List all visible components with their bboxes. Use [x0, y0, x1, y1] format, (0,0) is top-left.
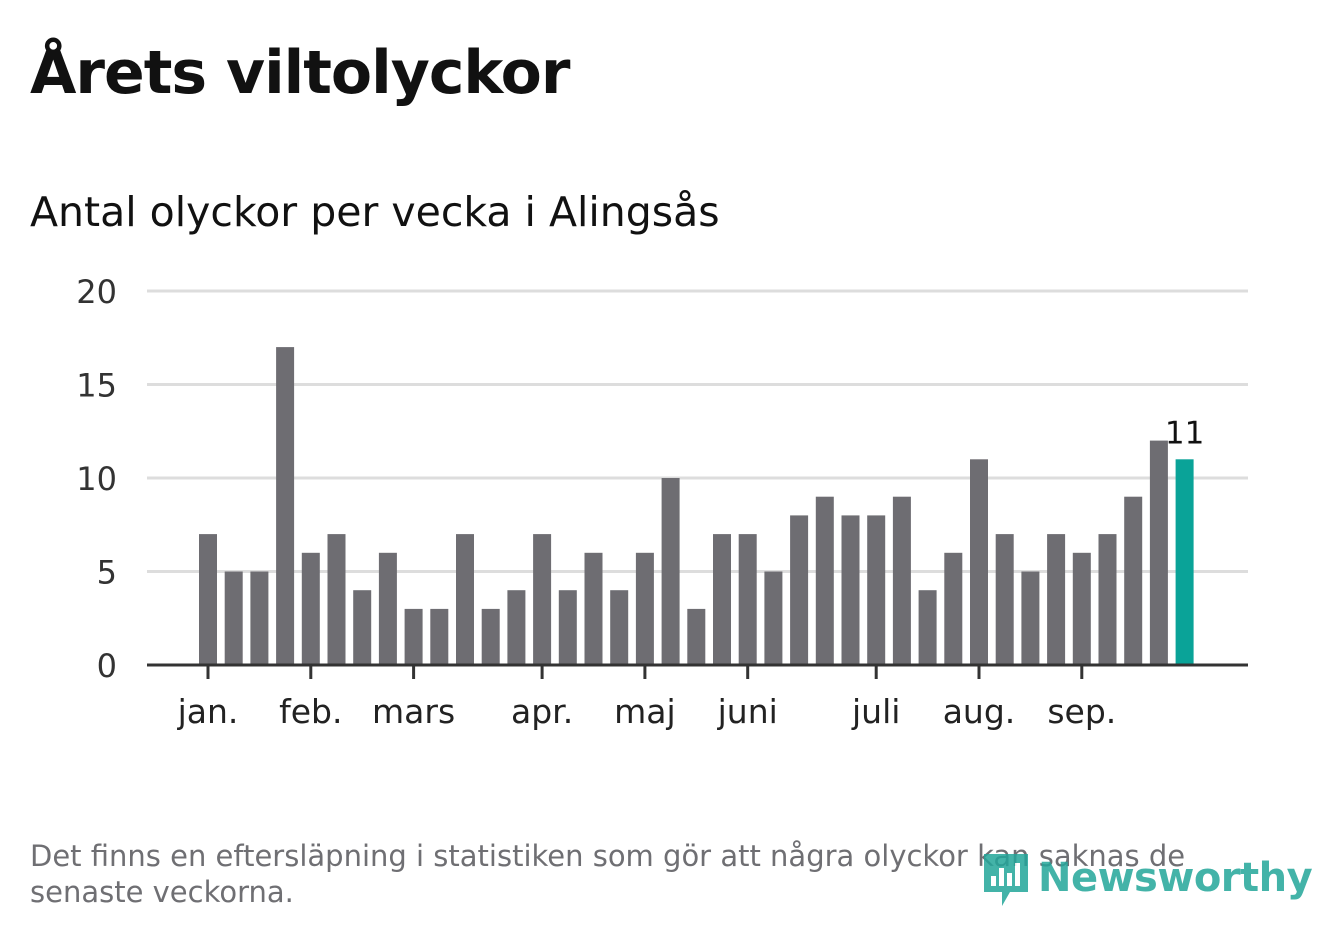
y-tick-label: 10 [76, 460, 117, 498]
bar [1047, 534, 1066, 665]
bar [481, 608, 500, 665]
bar [610, 590, 629, 665]
bar-labels: 11 [1165, 415, 1204, 451]
bar [815, 496, 834, 665]
bar [1072, 552, 1091, 665]
bar [687, 608, 706, 665]
bar [970, 459, 988, 665]
bar [1098, 534, 1117, 665]
bar [1124, 496, 1143, 665]
x-tick-label: apr. [511, 692, 573, 731]
bar [353, 590, 372, 665]
bar-value-label: 11 [1165, 415, 1204, 451]
bar [790, 515, 809, 665]
bar [533, 534, 552, 665]
bar [635, 552, 654, 665]
bar [456, 534, 474, 665]
chart-subtitle: Antal olyckor per vecka i Alingsås [30, 188, 720, 236]
bar [301, 552, 320, 665]
bar-chart: 0 5 10 15 20 11 jan. feb. mars apr. maj juni juli a… [76, 273, 1248, 731]
x-tick-label: juli [851, 692, 900, 731]
x-tick-label: aug. [943, 692, 1016, 731]
bar [841, 515, 860, 665]
bar [199, 534, 217, 665]
x-axis: jan. feb. mars apr. maj juni juli aug. sep. [147, 663, 1248, 731]
bar [276, 347, 295, 665]
bar [1149, 440, 1168, 665]
bar [738, 534, 757, 665]
bar [892, 496, 911, 665]
bar [327, 534, 346, 665]
y-tick-label: 20 [76, 273, 117, 311]
bar [250, 571, 269, 665]
bar [764, 571, 783, 665]
bar [661, 478, 680, 665]
x-tick-label: feb. [279, 692, 342, 731]
x-tick-label: mars [372, 692, 455, 731]
bars [199, 347, 1194, 665]
bar [1021, 571, 1040, 665]
bar [430, 608, 449, 665]
y-axis-ticks: 0 5 10 15 20 [76, 273, 117, 685]
bar [224, 571, 243, 665]
x-tick-label: jan. [177, 692, 239, 731]
bar [918, 590, 937, 665]
x-tick-label: juni [717, 692, 778, 731]
bar [713, 534, 731, 665]
bar [995, 534, 1014, 665]
bar [584, 552, 603, 665]
chart-title: Årets viltolyckor [30, 38, 570, 108]
bar [378, 552, 397, 665]
bar [404, 608, 423, 665]
bar [944, 552, 963, 665]
brand-name: Newsworthy [1038, 855, 1313, 901]
bar [558, 590, 577, 665]
bar [507, 590, 526, 665]
brand-logo: Newsworthy [980, 846, 1313, 910]
bar-highlight [1175, 459, 1194, 665]
y-tick-label: 5 [97, 554, 117, 592]
y-tick-label: 15 [76, 367, 117, 405]
x-tick-label: maj [614, 692, 676, 731]
gridlines [147, 289, 1248, 573]
y-tick-label: 0 [97, 647, 117, 685]
bar [867, 515, 886, 665]
newsworthy-logo-icon [984, 854, 1028, 906]
x-tick-label: sep. [1047, 692, 1116, 731]
